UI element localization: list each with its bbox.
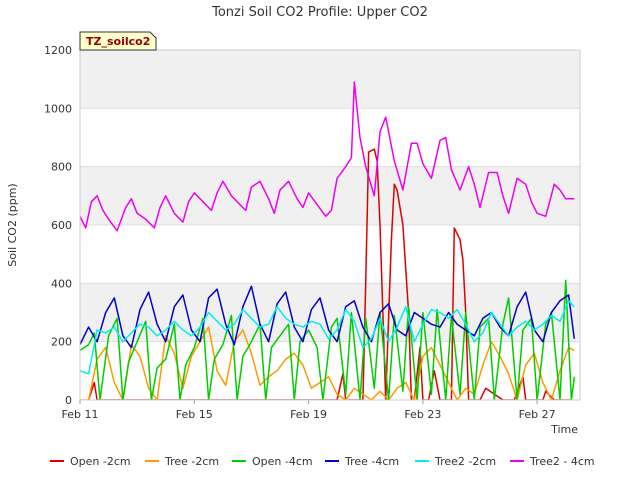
legend: Open -2cm Tree -2cm Open -4cm Tree -4cm Tree…	[50, 455, 595, 468]
station-label-box: TZ_soilco2	[79, 31, 157, 51]
plot-band	[80, 50, 580, 109]
plot-band	[80, 166, 580, 225]
x-tick-label: Feb 23	[404, 408, 441, 421]
y-tick-label: 1200	[44, 44, 72, 57]
x-tick-label: Feb 27	[519, 408, 556, 421]
series-line-open-2cm	[87, 148, 572, 400]
legend-label: Tree -2cm	[164, 455, 219, 468]
legend-label: Tree2 - 4cm	[529, 455, 595, 468]
legend-label: Tree2 -2cm	[434, 455, 496, 468]
series-lines	[80, 81, 576, 400]
y-tick-label: 0	[65, 394, 72, 407]
y-axis-ticks: 0 200 400 600 800 1000 1200	[44, 44, 72, 407]
y-tick-label: 1000	[44, 102, 72, 115]
y-tick-label: 200	[51, 336, 72, 349]
x-axis-ticks: Feb 11 Feb 15 Feb 19 Feb 23 Feb 27	[62, 400, 556, 421]
legend-label: Open -4cm	[252, 455, 313, 468]
series-line-tree2-2cm	[80, 300, 575, 375]
station-label: TZ_soilco2	[86, 35, 150, 48]
x-axis-label: Time	[550, 423, 578, 436]
chart-title: Tonzi Soil CO2 Profile: Upper CO2	[211, 5, 428, 20]
y-tick-label: 800	[51, 161, 72, 174]
y-tick-label: 600	[51, 219, 72, 232]
series-line-tree2-4cm	[80, 81, 575, 232]
legend-label: Open -2cm	[70, 455, 131, 468]
series-line-open-4cm	[80, 279, 576, 400]
x-tick-label: Feb 19	[290, 408, 327, 421]
legend-label: Tree -4cm	[344, 455, 399, 468]
x-tick-label: Feb 11	[62, 408, 99, 421]
station-label-background	[79, 31, 157, 51]
y-tick-label: 400	[51, 277, 72, 290]
plot-frame	[79, 49, 581, 401]
x-tick-label: Feb 15	[176, 408, 213, 421]
series-line-tree-2cm	[80, 326, 575, 400]
y-axis-label: Soil CO2 (ppm)	[6, 183, 19, 266]
